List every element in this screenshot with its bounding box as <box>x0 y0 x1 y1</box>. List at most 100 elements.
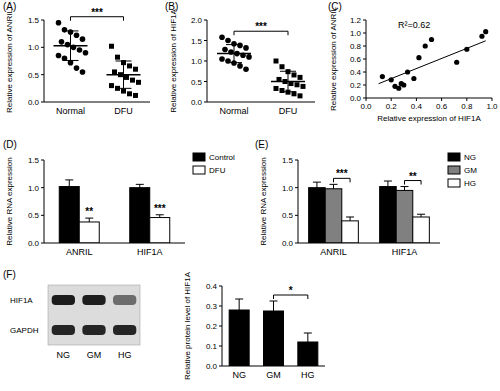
x-axis <box>222 366 325 367</box>
y-tick <box>41 243 44 244</box>
panel-label: (F) <box>3 269 16 280</box>
error-bar <box>313 182 321 188</box>
y-tick-label: 0.4 <box>350 68 362 77</box>
blot-lane-label: HG <box>118 350 132 360</box>
y-tick-label: 1.0 <box>28 43 40 52</box>
point <box>56 53 62 59</box>
y-axis <box>44 160 45 243</box>
y-tick-label: 1.5 <box>28 16 40 25</box>
y-tick-label: 0.5 <box>28 71 40 80</box>
x-tick-label: 0.8 <box>461 102 473 111</box>
y-tick <box>204 20 207 21</box>
point <box>219 56 225 62</box>
error-bar <box>280 71 296 92</box>
y-tick-label: 1.5 <box>28 156 40 165</box>
blot-band <box>52 325 75 335</box>
point <box>80 69 86 75</box>
bar <box>298 342 318 366</box>
point <box>109 83 114 88</box>
x-tick <box>466 98 467 101</box>
bar <box>380 187 397 243</box>
panel-label: (D) <box>3 139 17 150</box>
legend-swatch <box>448 153 460 161</box>
y-axis <box>44 20 45 102</box>
x-tick <box>492 98 493 101</box>
x-tick-label: DFU <box>114 106 133 116</box>
y-tick <box>363 46 366 47</box>
y-tick-label: 0.2 <box>206 322 218 331</box>
point <box>301 84 306 89</box>
x-tick-label: 0.0 <box>360 102 372 111</box>
point <box>65 42 71 48</box>
y-tick <box>363 59 366 60</box>
point <box>280 88 285 93</box>
y-tick-label: 1.0 <box>350 29 362 38</box>
point <box>416 55 421 60</box>
y-tick <box>41 47 44 48</box>
error-bar <box>235 299 243 310</box>
y-tick <box>219 306 222 307</box>
point <box>401 82 406 87</box>
error-bar <box>417 214 425 217</box>
y-tick-label: 1.0 <box>28 184 40 193</box>
figure: (A)0.00.51.01.5Relative expression of AN… <box>0 0 500 391</box>
trend-line <box>379 41 486 84</box>
bar <box>413 217 430 243</box>
y-axis-title: Relative expression of ANRIL <box>5 8 14 113</box>
point <box>380 74 385 79</box>
y-tick-label: 2.0 <box>191 16 203 25</box>
error-bar <box>346 217 354 221</box>
error-bar <box>226 45 242 63</box>
error-bar <box>270 301 278 311</box>
bar <box>150 218 170 243</box>
error-bar <box>384 181 392 187</box>
y-axis-title: Relative protein level of HIF1A <box>183 271 192 380</box>
y-tick-label: 0.5 <box>282 211 294 220</box>
y-tick <box>363 20 366 21</box>
point <box>56 20 62 26</box>
point <box>298 75 303 80</box>
point <box>133 67 138 72</box>
significance-label: *** <box>336 168 348 179</box>
x-tick-label: ANRIL <box>66 247 93 257</box>
point <box>246 54 252 60</box>
y-tick <box>204 81 207 82</box>
x-axis <box>44 102 150 103</box>
legend-label: HG <box>464 179 476 188</box>
plot-area <box>217 34 306 98</box>
y-tick <box>204 102 207 103</box>
annotation: R²=0.62 <box>398 20 430 30</box>
point <box>59 39 65 45</box>
point <box>454 60 459 65</box>
significance-label: *** <box>91 7 103 18</box>
point <box>237 43 243 49</box>
error-bar <box>136 184 144 187</box>
x-axis-title: Relative expression of HIF1A <box>377 114 481 123</box>
y-tick-label: 0.0 <box>206 362 218 371</box>
x-tick <box>366 98 367 101</box>
y-axis-title: Relative RNA expression <box>259 157 268 245</box>
x-tick-label: Normal <box>219 106 248 116</box>
point <box>225 38 231 44</box>
y-tick-label: 0.1 <box>206 342 218 351</box>
plot-area <box>59 180 170 243</box>
y-tick <box>363 33 366 34</box>
y-tick-label: 0.5 <box>191 78 203 87</box>
blot-row-label: GAPDH <box>10 326 39 335</box>
x-tick-label: NG <box>232 370 246 380</box>
y-tick-label: 1.0 <box>282 184 294 193</box>
point <box>74 33 80 39</box>
y-tick <box>219 366 222 367</box>
x-tick <box>416 98 417 101</box>
y-tick <box>41 74 44 75</box>
y-tick <box>41 160 44 161</box>
x-axis <box>44 243 185 244</box>
point <box>133 93 138 98</box>
y-tick-label: 0.0 <box>282 239 294 248</box>
blot-band <box>113 295 136 305</box>
y-tick-label: 0.6 <box>350 55 362 64</box>
y-tick <box>204 61 207 62</box>
legend-label: NG <box>464 153 476 162</box>
y-tick <box>41 102 44 103</box>
y-tick <box>41 187 44 188</box>
